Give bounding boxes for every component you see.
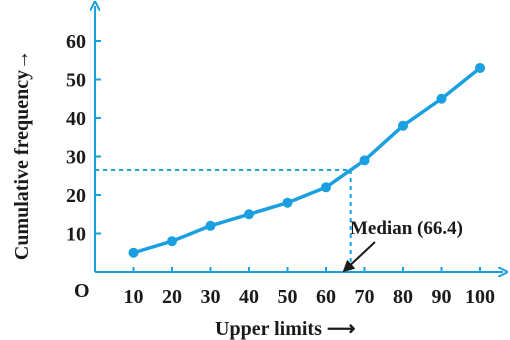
data-point xyxy=(321,182,331,193)
x-tick-label: 90 xyxy=(432,286,452,308)
y-tick-label: 20 xyxy=(66,185,86,207)
x-axis-title: Upper limits ⟶ xyxy=(215,318,356,340)
data-point xyxy=(244,209,254,220)
x-tick-label: 100 xyxy=(465,286,495,308)
data-point xyxy=(282,197,293,208)
x-tick-label: 20 xyxy=(162,286,182,308)
y-axis-title: Cumulative frequency→ xyxy=(11,50,33,260)
median-arrow xyxy=(342,241,376,273)
data-point xyxy=(475,62,485,73)
y-ticks: 10 20 30 40 50 60 xyxy=(66,31,101,246)
y-tick-label: 50 xyxy=(66,70,86,92)
data-points xyxy=(128,62,485,258)
x-tick-label: 10 xyxy=(124,286,144,308)
x-tick-label: 30 xyxy=(201,286,221,308)
data-point xyxy=(359,155,370,166)
y-tick-label: 10 xyxy=(66,224,86,246)
series-line xyxy=(132,66,482,255)
y-tick-label: 30 xyxy=(66,147,86,169)
x-tick-label: 60 xyxy=(316,286,336,308)
x-tick-label: 70 xyxy=(355,286,375,308)
y-tick-label: 60 xyxy=(66,31,86,53)
axes xyxy=(95,6,503,272)
data-point xyxy=(128,247,139,258)
median-guides xyxy=(95,168,352,272)
data-point xyxy=(436,93,447,104)
y-tick-label: 40 xyxy=(66,108,86,130)
x-tick-label: 50 xyxy=(278,286,298,308)
x-tick-label: 80 xyxy=(393,286,413,308)
data-point xyxy=(205,220,216,231)
x-tick-label: 40 xyxy=(239,286,259,308)
median-annotation: Median (66.4) xyxy=(342,218,463,273)
median-annotation-text: Median (66.4) xyxy=(350,218,463,239)
data-point xyxy=(398,120,408,131)
x-ticks: 10 20 30 40 50 60 70 80 90 100 xyxy=(124,267,495,308)
origin-label: O xyxy=(74,280,90,302)
data-point xyxy=(167,236,177,247)
